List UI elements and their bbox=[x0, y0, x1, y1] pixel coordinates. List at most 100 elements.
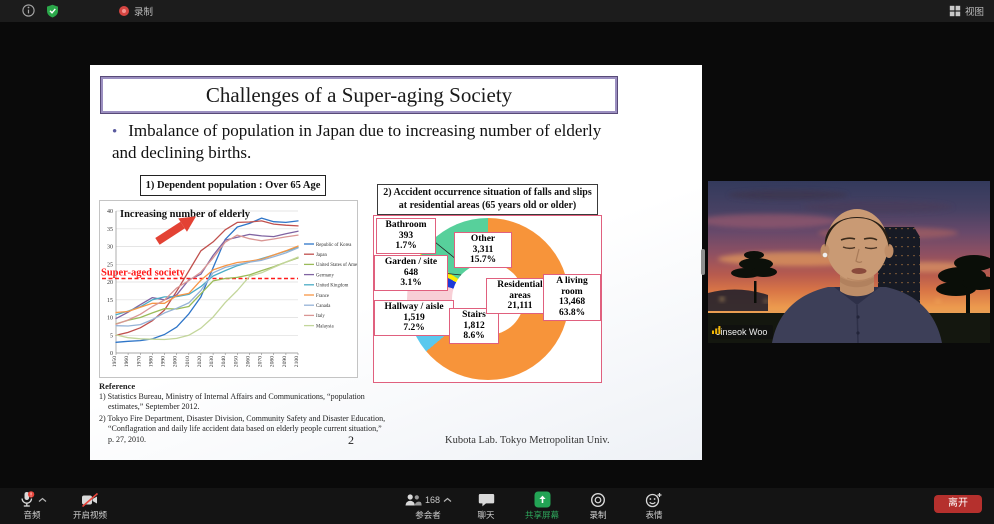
shield-check-icon bbox=[47, 4, 58, 18]
svg-text:Italy: Italy bbox=[316, 314, 325, 319]
microphone-muted-icon: ! bbox=[20, 491, 34, 507]
svg-text:0: 0 bbox=[110, 351, 113, 357]
svg-text:25: 25 bbox=[107, 262, 113, 268]
svg-text:2090: 2090 bbox=[282, 356, 288, 367]
pie-label-residential: Residential areas 21,111 bbox=[486, 278, 554, 314]
reference-block: Reference 1) Statistics Bureau, Ministry… bbox=[99, 381, 389, 446]
svg-text:Canada: Canada bbox=[316, 304, 331, 309]
participant-name: Jinseok Woo bbox=[716, 327, 768, 337]
pie-label-living-room: A living room 13,468 63.8% bbox=[543, 274, 601, 321]
record-button[interactable]: 录制 bbox=[576, 491, 620, 521]
svg-text:France: France bbox=[316, 294, 329, 299]
svg-text:Increasing number of elderly: Increasing number of elderly bbox=[120, 209, 251, 220]
reference-item: 1) Statistics Bureau, Ministry of Intern… bbox=[99, 392, 365, 412]
svg-text:1960: 1960 bbox=[124, 356, 130, 367]
grid-view-icon bbox=[949, 5, 961, 17]
svg-text:2050: 2050 bbox=[233, 356, 239, 367]
chat-label: 聊天 bbox=[477, 510, 495, 520]
svg-text:20: 20 bbox=[107, 280, 113, 286]
chat-button[interactable]: 聊天 bbox=[464, 491, 508, 521]
svg-text:2000: 2000 bbox=[173, 356, 179, 367]
record-icon bbox=[591, 492, 606, 507]
audio-signal-icon bbox=[712, 326, 721, 334]
share-screen-icon bbox=[534, 491, 551, 508]
svg-text:2030: 2030 bbox=[209, 356, 215, 367]
start-video-label: 开启视频 bbox=[72, 510, 107, 520]
svg-text:2040: 2040 bbox=[221, 356, 227, 367]
tree-silhouette-right bbox=[936, 255, 990, 323]
svg-text:Germany: Germany bbox=[316, 273, 334, 278]
share-screen-label: 共享屏幕 bbox=[525, 510, 560, 520]
recording-label: 录制 bbox=[134, 7, 154, 18]
participants-icon bbox=[405, 493, 422, 505]
svg-text:United Kingdom: United Kingdom bbox=[316, 284, 349, 289]
dependent-population-line-chart: 0 5 10 15 20 25 30 35 40 1950 1960 1970 1980 1990 2000… bbox=[99, 200, 358, 378]
slide-footer: Kubota Lab. Tokyo Metropolitan Univ. bbox=[445, 435, 610, 446]
distant-lights bbox=[720, 297, 940, 303]
reference-item: 2) Tokyo Fire Department, Disaster Divis… bbox=[99, 413, 386, 444]
presenter-figure bbox=[772, 209, 942, 343]
encryption-button[interactable] bbox=[46, 4, 59, 18]
svg-text:2080: 2080 bbox=[270, 356, 276, 367]
record-label: 录制 bbox=[589, 510, 607, 520]
leave-button[interactable]: 离开 bbox=[934, 495, 982, 513]
pie-chart-header: 2) Accident occurrence situation of fall… bbox=[377, 184, 598, 215]
reactions-button[interactable]: 表情 bbox=[632, 491, 676, 521]
chevron-up-icon[interactable] bbox=[38, 497, 47, 503]
svg-text:1990: 1990 bbox=[161, 356, 167, 367]
pie-label-stairs: Stairs 1,812 8.6% bbox=[449, 308, 499, 344]
svg-text:30: 30 bbox=[107, 245, 113, 251]
camera-off-icon bbox=[81, 492, 99, 507]
svg-text:2010: 2010 bbox=[185, 356, 191, 367]
slide-title-box: Challenges of a Super-aging Society bbox=[100, 76, 618, 114]
presentation-slide: Challenges of a Super-aging Society Imba… bbox=[90, 65, 702, 460]
reactions-icon bbox=[645, 492, 662, 507]
svg-text:United States of America: United States of America bbox=[316, 263, 358, 268]
chevron-up-icon[interactable] bbox=[443, 497, 452, 503]
pie-label-garden: Garden / site 648 3.1% bbox=[374, 255, 448, 291]
participant-nameplate: Jinseok Woo bbox=[712, 325, 774, 339]
svg-text:40: 40 bbox=[107, 209, 113, 215]
hill-silhouette bbox=[708, 289, 768, 311]
pie-label-bathroom: Bathroom 393 1.7% bbox=[376, 218, 436, 254]
info-button[interactable] bbox=[22, 4, 35, 17]
svg-text:15: 15 bbox=[107, 298, 113, 304]
svg-text:1980: 1980 bbox=[148, 356, 154, 367]
share-screen-button[interactable]: 共享屏幕 bbox=[520, 491, 564, 521]
video-panel-handle[interactable] bbox=[701, 249, 705, 275]
recording-dot-icon bbox=[119, 6, 129, 16]
falls-accident-pie-panel: Bathroom 393 1.7% Garden / site 648 3.1%… bbox=[373, 215, 602, 383]
participants-count: 168 bbox=[425, 494, 441, 505]
svg-text:1950: 1950 bbox=[112, 356, 118, 367]
audio-button[interactable]: ! 音频 bbox=[10, 491, 54, 521]
svg-text:10: 10 bbox=[107, 316, 113, 322]
slide-bullet: Imbalance of population in Japan due to … bbox=[112, 120, 617, 163]
svg-text:Super-aged society: Super-aged society bbox=[101, 268, 186, 279]
svg-text:2070: 2070 bbox=[258, 356, 264, 367]
pie-label-other: Other 3,311 15.7% bbox=[454, 232, 512, 268]
view-button[interactable]: 视图 bbox=[949, 4, 984, 18]
svg-text:Japan: Japan bbox=[316, 253, 328, 258]
reference-title: Reference bbox=[99, 381, 136, 391]
svg-text:!: ! bbox=[30, 493, 32, 499]
participant-video[interactable]: Jinseok Woo bbox=[708, 181, 990, 343]
svg-text:2060: 2060 bbox=[246, 356, 252, 367]
svg-text:1970: 1970 bbox=[136, 356, 142, 367]
tree-silhouette-left bbox=[731, 251, 777, 303]
start-video-button[interactable]: 开启视频 bbox=[68, 491, 112, 521]
svg-text:Republic of Korea: Republic of Korea bbox=[316, 243, 352, 248]
slide-page-number: 2 bbox=[348, 433, 354, 447]
participants-label: 参会者 bbox=[415, 510, 441, 520]
svg-text:2020: 2020 bbox=[197, 356, 203, 367]
slide-title: Challenges of a Super-aging Society bbox=[205, 82, 513, 107]
audio-label: 音频 bbox=[23, 510, 41, 520]
svg-text:Malaysia: Malaysia bbox=[316, 324, 334, 329]
svg-text:5: 5 bbox=[110, 333, 113, 339]
pie-label-hallway: Hallway / aisle 1,519 7.2% bbox=[374, 300, 454, 336]
participants-button[interactable]: 168 参会者 bbox=[404, 491, 452, 521]
line-chart-header: 1) Dependent population : Over 65 Age bbox=[140, 175, 326, 196]
recording-indicator[interactable]: 录制 bbox=[118, 4, 153, 18]
reactions-label: 表情 bbox=[645, 510, 663, 520]
reference-list: 1) Statistics Bureau, Ministry of Intern… bbox=[99, 392, 389, 445]
